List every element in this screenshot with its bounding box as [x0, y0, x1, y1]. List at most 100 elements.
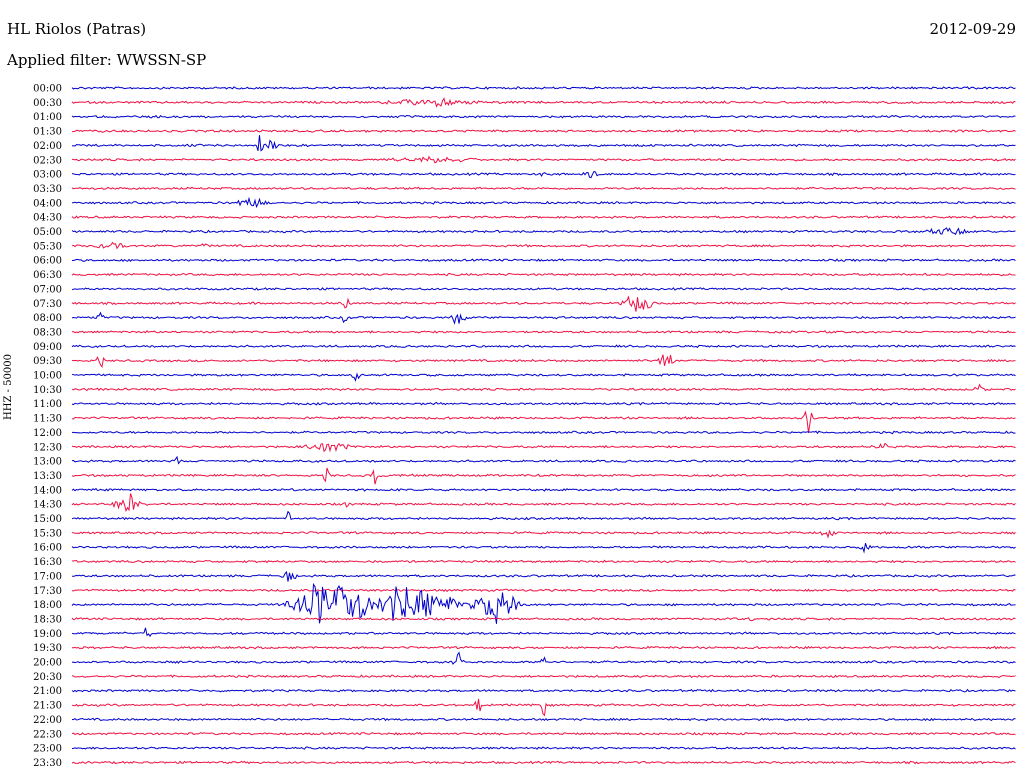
row-label-0100: 01:00 [33, 112, 62, 123]
row-label-1830: 18:30 [33, 614, 62, 625]
row-label-0300: 03:00 [33, 170, 62, 181]
trace-0000 [71, 86, 1016, 90]
trace-0900 [71, 344, 1016, 349]
trace-0100 [71, 114, 1016, 119]
row-label-0800: 08:00 [33, 313, 62, 324]
row-label-2330: 23:30 [33, 758, 62, 769]
trace-0530 [71, 241, 1016, 250]
trace-1900 [71, 627, 1016, 638]
trace-1400 [71, 487, 1016, 492]
row-label-0400: 04:00 [33, 198, 62, 209]
trace-1030 [71, 383, 1016, 392]
row-label-0600: 06:00 [33, 256, 62, 267]
station-title: HL Riolos (Patras) [7, 20, 147, 38]
trace-1430 [71, 493, 1016, 513]
trace-0600 [71, 258, 1016, 262]
trace-0500 [71, 227, 1016, 236]
trace-0300 [71, 170, 1016, 179]
row-label-0630: 06:30 [33, 270, 62, 281]
trace-1630 [71, 559, 1016, 564]
trace-0930 [71, 354, 1016, 369]
trace-0200 [71, 135, 1016, 152]
trace-2330 [71, 760, 1016, 765]
row-label-2130: 21:30 [33, 701, 62, 712]
trace-0700 [71, 287, 1016, 291]
row-label-1100: 11:00 [33, 399, 62, 410]
trace-1800 [71, 582, 1016, 624]
row-label-1330: 13:30 [33, 471, 62, 482]
trace-0430 [71, 215, 1016, 219]
trace-2030 [71, 674, 1016, 679]
row-label-1030: 10:30 [33, 385, 62, 396]
trace-0630 [71, 272, 1016, 277]
trace-0400 [71, 196, 1016, 209]
trace-1530 [71, 529, 1016, 539]
trace-2100 [71, 688, 1016, 693]
row-label-0130: 01:30 [33, 127, 62, 138]
row-label-1530: 15:30 [33, 528, 62, 539]
trace-1200 [71, 430, 1016, 435]
trace-1230 [71, 442, 1016, 453]
row-label-0530: 05:30 [33, 241, 62, 252]
row-label-2200: 22:00 [33, 715, 62, 726]
trace-1500 [71, 510, 1016, 521]
trace-2000 [71, 651, 1016, 665]
trace-1930 [71, 645, 1016, 650]
row-label-2100: 21:00 [33, 686, 62, 697]
row-label-1400: 14:00 [33, 485, 62, 496]
row-label-0230: 02:30 [33, 155, 62, 166]
trace-0830 [71, 330, 1016, 334]
row-label-1930: 19:30 [33, 643, 62, 654]
trace-1730 [71, 588, 1016, 593]
trace-0800 [71, 311, 1016, 325]
trace-2200 [71, 717, 1016, 722]
trace-0230 [71, 155, 1016, 164]
trace-1300 [71, 455, 1016, 465]
trace-1100 [71, 401, 1016, 406]
row-label-1230: 12:30 [33, 442, 62, 453]
row-label-0900: 09:00 [33, 342, 62, 353]
trace-1000 [71, 372, 1016, 382]
row-label-1430: 14:30 [33, 500, 62, 511]
trace-0330 [71, 186, 1016, 191]
trace-0030 [71, 97, 1016, 108]
trace-2300 [71, 746, 1016, 750]
row-label-1900: 19:00 [33, 629, 62, 640]
row-label-2300: 23:00 [33, 744, 62, 755]
row-label-1600: 16:00 [33, 543, 62, 554]
date-label: 2012-09-29 [929, 20, 1016, 38]
row-label-0830: 08:30 [33, 327, 62, 338]
row-label-1700: 17:00 [33, 571, 62, 582]
row-label-0000: 00:00 [33, 84, 62, 95]
trace-1130 [71, 410, 1016, 434]
trace-2130 [71, 698, 1016, 717]
row-label-2030: 20:30 [33, 672, 62, 683]
trace-2230 [71, 731, 1016, 736]
row-label-1630: 16:30 [33, 557, 62, 568]
trace-1700 [71, 570, 1016, 582]
trace-1830 [71, 617, 1016, 622]
row-label-0700: 07:00 [33, 284, 62, 295]
row-label-2230: 22:30 [33, 729, 62, 740]
row-label-0500: 05:00 [33, 227, 62, 238]
row-label-0200: 02:00 [33, 141, 62, 152]
trace-1330 [71, 467, 1016, 485]
trace-1600 [71, 543, 1016, 554]
trace-0730 [71, 295, 1016, 312]
row-label-1000: 10:00 [33, 371, 62, 382]
row-label-0330: 03:30 [33, 184, 62, 195]
row-label-1300: 13:00 [33, 457, 62, 468]
row-label-0930: 09:30 [33, 356, 62, 367]
row-label-1500: 15:00 [33, 514, 62, 525]
trace-0130 [71, 129, 1016, 133]
filter-label: Applied filter: WWSSN-SP [7, 51, 207, 69]
row-label-0030: 00:30 [33, 98, 62, 109]
row-label-1730: 17:30 [33, 586, 62, 597]
row-label-2000: 20:00 [33, 658, 62, 669]
row-label-0730: 07:30 [33, 299, 62, 310]
row-label-1130: 11:30 [33, 414, 62, 425]
row-label-1200: 12:00 [33, 428, 62, 439]
row-label-1800: 18:00 [33, 600, 62, 611]
row-label-0430: 04:30 [33, 213, 62, 224]
